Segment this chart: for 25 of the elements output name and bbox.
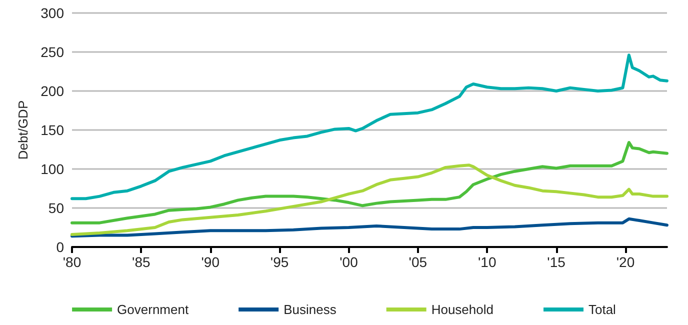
x-tick-label: '15 [547,254,566,270]
x-tick-label: '95 [270,254,289,270]
legend-label: Total [588,302,616,317]
legend-label: Household [431,302,494,317]
x-tick-label: '20 [616,254,635,270]
x-tick-label: '05 [408,254,428,270]
x-tick-label: '80 [62,254,82,270]
x-tick-label: '90 [201,254,220,270]
line-series [70,140,668,224]
y-tick-label: 300 [40,5,64,21]
legend-label: Business [284,302,337,317]
x-tick-label: '10 [478,254,496,270]
x-tick-label: '00 [340,254,358,270]
x-tick-label: '85 [132,254,151,270]
line-series [70,217,668,238]
y-tick-label: 0 [56,239,64,255]
y-tick-label: 100 [40,161,64,177]
line-series [70,164,668,236]
y-tick-label: 250 [40,44,64,60]
y-tick-label: 50 [48,200,64,216]
legend-label: Government [117,302,189,317]
y-tick-label: 150 [40,122,64,138]
y-tick-label: 200 [40,83,64,99]
y-axis-title: Debt/GDP [16,100,31,160]
line-series [70,54,668,200]
